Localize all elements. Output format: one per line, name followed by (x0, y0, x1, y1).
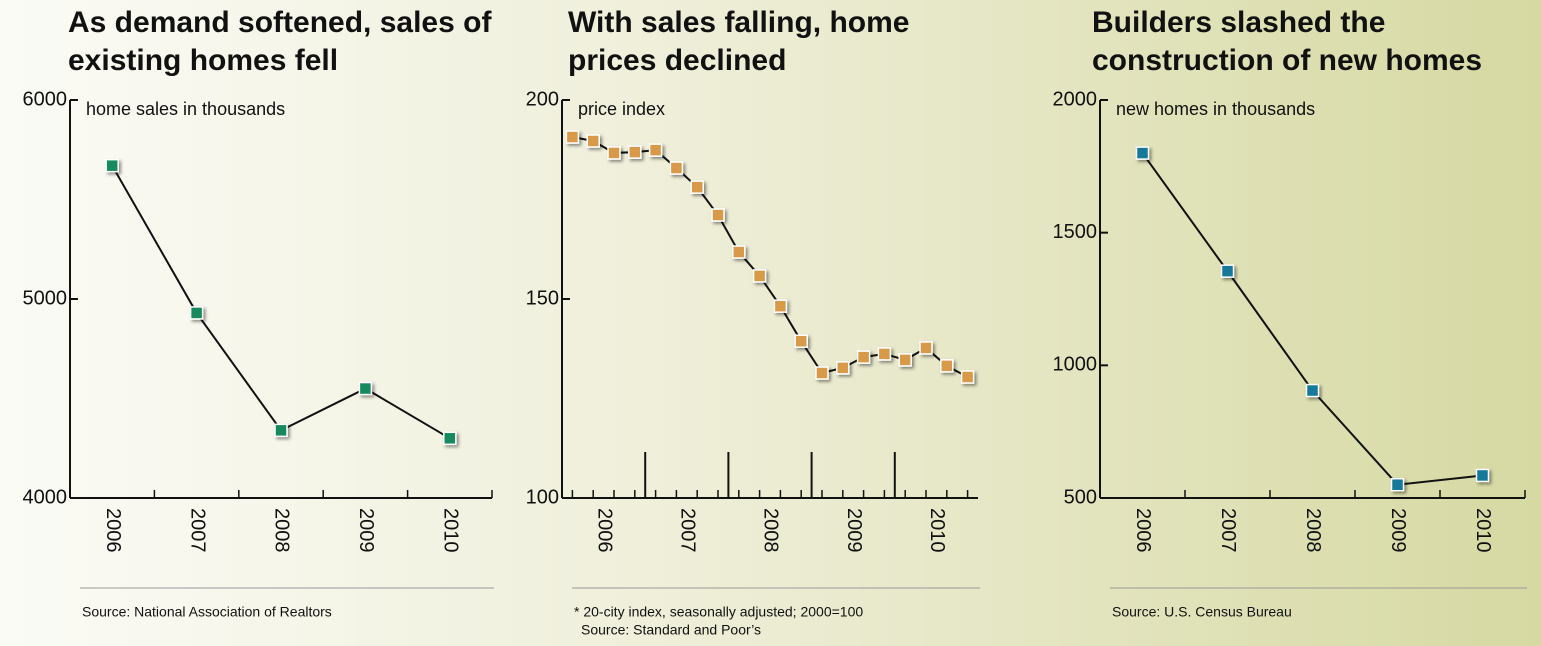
x-tick-label: 2008 (760, 508, 782, 553)
source-note: Source: U.S. Census Bureau (1112, 604, 1292, 620)
marker (669, 161, 684, 175)
y-tick-label: 4000 (23, 486, 68, 508)
axis-annotation: home sales in thousands (86, 99, 285, 119)
x-tick-label: 2006 (593, 508, 615, 553)
marker (648, 143, 663, 157)
marker (443, 431, 457, 446)
marker (856, 350, 871, 364)
marker (1390, 477, 1405, 492)
marker (565, 130, 580, 144)
marker (752, 269, 767, 283)
marker (358, 381, 373, 396)
series-line (111, 165, 451, 440)
y-tick-label: 5000 (23, 287, 68, 309)
x-tick-label: 2008 (1302, 508, 1324, 553)
x-tick-label: 2009 (355, 508, 377, 553)
marker (919, 341, 933, 355)
marker (960, 370, 975, 384)
source-note: Source: Standard and Poor’s (581, 622, 761, 638)
y-tick-label: 2000 (1053, 88, 1098, 110)
axis-annotation: new homes in thousands (1116, 99, 1315, 119)
marker (690, 180, 704, 194)
x-tick-label: 2010 (1472, 508, 1494, 553)
y-tick-label: 500 (1064, 486, 1097, 508)
marker (1475, 468, 1490, 483)
x-tick-label: 2008 (271, 508, 293, 553)
marker (586, 134, 600, 148)
chart-title: As demand softened, sales of existing ho… (68, 6, 492, 77)
marker (898, 353, 912, 367)
marker (1135, 146, 1150, 160)
y-tick-label: 1000 (1053, 354, 1098, 376)
marker (105, 158, 119, 173)
x-tick-label: 2006 (102, 508, 124, 553)
marker (189, 306, 204, 320)
y-tick-label: 1500 (1053, 221, 1098, 243)
series-line (1141, 152, 1483, 486)
x-tick-label: 2010 (440, 508, 462, 553)
y-tick-label: 100 (526, 486, 559, 508)
x-tick-label: 2006 (1132, 508, 1154, 553)
chart-title: Builders slashed the construction of new… (1092, 6, 1483, 77)
marker (877, 347, 892, 361)
marker (794, 334, 808, 348)
x-tick-label: 2010 (926, 508, 948, 553)
marker (815, 366, 829, 380)
x-tick-label: 2009 (1387, 508, 1409, 553)
chart-title: With sales falling, home prices declined (568, 6, 910, 77)
y-tick-label: 150 (526, 287, 559, 309)
marker (607, 146, 621, 160)
marker (732, 245, 746, 259)
marker (940, 359, 954, 373)
x-tick-label: 2007 (186, 508, 208, 553)
x-tick-label: 2009 (843, 508, 865, 553)
marker (274, 423, 288, 438)
marker (628, 145, 642, 159)
marker (773, 299, 788, 313)
marker (1305, 383, 1320, 398)
marker (1220, 264, 1235, 278)
y-tick-label: 200 (526, 88, 559, 110)
series-line (572, 136, 969, 378)
x-tick-label: 2007 (677, 508, 699, 553)
x-tick-label: 2007 (1217, 508, 1239, 553)
source-note: * 20-city index, seasonally adjusted; 20… (574, 604, 863, 620)
source-note: Source: National Association of Realtors (82, 604, 332, 620)
axis-annotation: price index (578, 99, 665, 119)
marker (711, 208, 725, 222)
marker (836, 361, 850, 375)
y-tick-label: 6000 (23, 88, 68, 110)
